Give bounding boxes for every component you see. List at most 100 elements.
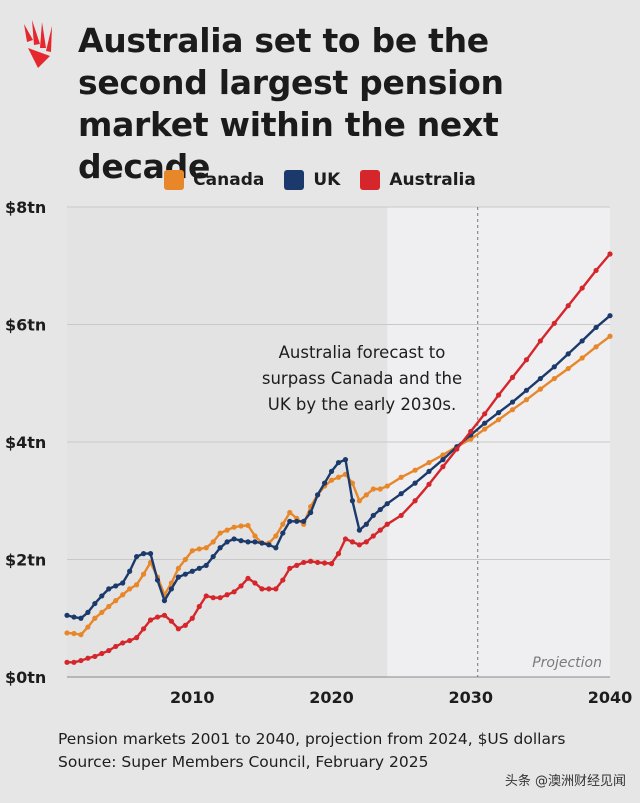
data-point-australia bbox=[140, 626, 147, 632]
data-point-australia bbox=[551, 320, 557, 326]
data-point-australia bbox=[308, 558, 314, 564]
legend-swatch bbox=[284, 170, 305, 190]
data-point-canada bbox=[78, 632, 84, 638]
chart-source: Source: Super Members Council, February … bbox=[58, 753, 429, 771]
data-point-canada bbox=[134, 582, 140, 588]
data-point-australia bbox=[280, 577, 286, 583]
chart-footer: Pension markets 2001 to 2040, projection… bbox=[58, 728, 633, 774]
data-point-uk bbox=[335, 459, 342, 466]
data-point-australia bbox=[328, 561, 335, 567]
data-point-uk bbox=[287, 518, 293, 524]
data-point-australia bbox=[245, 575, 251, 581]
legend-item-uk: UK bbox=[284, 170, 340, 190]
data-point-canada bbox=[71, 630, 77, 637]
data-point-uk bbox=[321, 480, 328, 486]
data-point-canada bbox=[579, 355, 585, 361]
data-point-uk bbox=[280, 530, 286, 536]
data-point-uk bbox=[224, 539, 230, 545]
data-point-australia bbox=[196, 603, 202, 610]
data-point-uk bbox=[168, 586, 175, 592]
data-point-uk bbox=[217, 545, 223, 551]
watermark: 头条 @澳洲财经见闻 bbox=[504, 774, 626, 789]
data-point-australia bbox=[412, 498, 418, 504]
data-point-uk bbox=[120, 580, 126, 586]
data-point-uk bbox=[92, 600, 98, 607]
x-tick-label: 2030 bbox=[449, 688, 494, 707]
data-point-australia bbox=[426, 481, 432, 487]
data-point-australia bbox=[523, 357, 530, 363]
data-point-canada bbox=[106, 603, 112, 610]
data-point-canada bbox=[217, 530, 223, 536]
data-point-australia bbox=[482, 411, 488, 417]
data-point-canada bbox=[245, 522, 251, 529]
data-point-australia bbox=[120, 640, 126, 646]
data-point-canada bbox=[224, 527, 230, 533]
data-point-uk bbox=[551, 364, 557, 370]
data-point-uk bbox=[356, 527, 362, 533]
data-point-canada bbox=[398, 474, 404, 480]
data-point-canada bbox=[537, 386, 543, 392]
data-point-uk bbox=[342, 457, 349, 463]
data-point-canada bbox=[182, 556, 188, 563]
data-point-canada bbox=[363, 492, 369, 498]
data-point-australia bbox=[99, 650, 105, 657]
data-point-uk bbox=[71, 614, 77, 620]
chart-title: Australia set to be the second largest p… bbox=[78, 21, 504, 186]
y-tick-label: $2tn bbox=[5, 551, 46, 570]
data-point-uk bbox=[140, 551, 147, 557]
data-point-uk bbox=[252, 539, 258, 545]
data-point-canada bbox=[287, 509, 293, 516]
data-point-australia bbox=[607, 251, 613, 257]
x-tick-label: 2020 bbox=[309, 688, 354, 707]
data-point-canada bbox=[509, 407, 516, 413]
data-point-australia bbox=[593, 267, 599, 274]
data-point-australia bbox=[321, 560, 328, 566]
data-point-uk bbox=[154, 577, 161, 583]
y-tick-label: $4tn bbox=[5, 433, 46, 452]
brand-logo-icon bbox=[24, 20, 52, 68]
y-tick-label: $0tn bbox=[5, 668, 46, 687]
data-point-australia bbox=[78, 657, 84, 664]
annotation-text: UK by the early 2030s. bbox=[268, 395, 456, 414]
data-point-canada bbox=[210, 539, 216, 545]
data-point-uk bbox=[440, 457, 446, 463]
data-point-canada bbox=[370, 486, 376, 492]
data-point-australia bbox=[273, 586, 279, 592]
data-point-uk bbox=[99, 593, 105, 599]
data-point-uk bbox=[384, 501, 390, 507]
data-point-uk bbox=[64, 612, 70, 618]
data-point-uk bbox=[113, 583, 119, 589]
data-point-uk bbox=[147, 551, 154, 557]
data-point-australia bbox=[85, 655, 91, 661]
data-point-australia bbox=[238, 583, 244, 589]
data-point-uk bbox=[196, 565, 202, 571]
data-point-uk bbox=[175, 574, 181, 580]
data-point-uk bbox=[259, 540, 265, 546]
data-point-uk bbox=[377, 506, 383, 513]
data-point-canada bbox=[377, 486, 383, 492]
data-point-australia bbox=[266, 586, 272, 592]
data-point-australia bbox=[356, 542, 362, 548]
data-point-australia bbox=[496, 392, 502, 398]
data-point-uk bbox=[273, 545, 279, 551]
data-point-uk bbox=[412, 480, 418, 486]
legend-label: Canada bbox=[193, 170, 265, 190]
data-point-uk bbox=[127, 568, 133, 574]
legend-item-canada: Canada bbox=[164, 170, 264, 190]
data-point-australia bbox=[377, 527, 383, 533]
data-point-uk bbox=[210, 553, 216, 560]
legend-label: UK bbox=[313, 170, 341, 190]
data-point-australia bbox=[565, 303, 571, 309]
data-point-australia bbox=[398, 512, 404, 519]
data-point-australia bbox=[468, 428, 474, 435]
data-point-uk bbox=[294, 518, 300, 524]
data-point-australia bbox=[440, 464, 446, 470]
data-point-canada bbox=[175, 565, 181, 571]
data-point-australia bbox=[113, 643, 119, 650]
data-point-australia bbox=[342, 536, 349, 542]
data-point-australia bbox=[210, 595, 216, 601]
data-point-canada bbox=[127, 586, 133, 592]
data-point-uk bbox=[182, 571, 188, 577]
data-point-canada bbox=[593, 344, 599, 350]
data-point-canada bbox=[92, 615, 98, 621]
